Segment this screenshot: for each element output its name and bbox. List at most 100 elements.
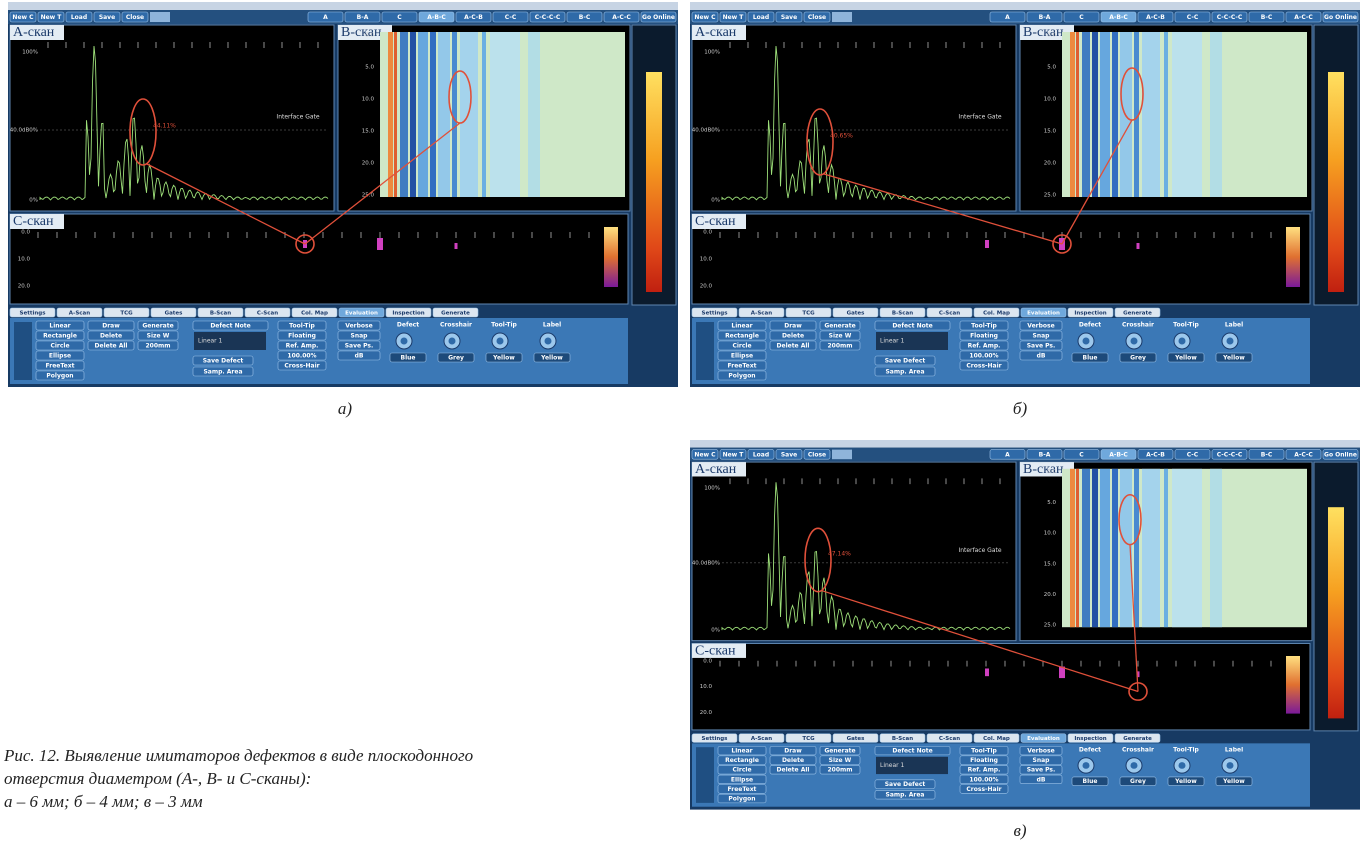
defect-mark (1137, 243, 1140, 249)
axis-label: 10.0 (1044, 97, 1057, 103)
button-label: Col. Map (983, 311, 1010, 317)
axis-label: 10.0 (700, 257, 713, 263)
button-label: Evaluation (1027, 311, 1060, 317)
defect-mark (985, 668, 989, 676)
button-label: Snap (351, 333, 369, 340)
button-label: Ref. Amp. (968, 343, 1001, 350)
stripe (1082, 469, 1090, 627)
button-label: Cross-Hair (284, 363, 319, 370)
button-label: Polygon (46, 373, 73, 380)
axis-label: 100% (704, 486, 720, 492)
a-scan-label: A-скан (13, 25, 55, 40)
button-label: Close (126, 14, 144, 21)
button-label: Verbose (345, 323, 372, 330)
panel-label: а) (338, 399, 353, 418)
stripe (452, 32, 457, 197)
button-label: Save Ps. (1027, 768, 1056, 774)
button-label: New C (694, 14, 716, 21)
button-label: Grey (448, 355, 464, 362)
figure: Рис. 12. Выявление имитаторов дефектов в… (0, 0, 1360, 845)
button-label: 200mm (827, 343, 852, 350)
button-label: A-Scan (69, 311, 90, 317)
knob-title: Tool-Tip (491, 322, 517, 329)
button-label: New C (12, 14, 34, 21)
stripe (528, 32, 540, 197)
axis-label: 10.0 (700, 684, 713, 690)
caption-line: отверстия диаметром (А-, В- и С-сканы): (4, 769, 311, 788)
axis-label: 20.0 (700, 710, 713, 716)
button-label: Settings (20, 311, 47, 317)
knob-center (1179, 762, 1186, 769)
button-label: Generate (142, 323, 173, 330)
button-label: C (1079, 452, 1083, 458)
button-label: C-Scan (939, 311, 960, 317)
button-label: Ellipse (731, 777, 753, 783)
button-label: C-C-C-C (1217, 452, 1242, 458)
stripe (430, 32, 436, 197)
button-label: New C (694, 452, 715, 458)
defect-mark (455, 243, 458, 249)
button-label: Cross-Hair (966, 363, 1001, 370)
button-label: Yellow (540, 355, 563, 362)
knob-title: Label (1225, 748, 1243, 754)
stripe (1112, 32, 1118, 197)
button-label: A-Scan (751, 311, 772, 317)
button-label: A-C-B (1146, 452, 1165, 458)
button-label: C-C-C-C (1217, 14, 1243, 21)
axis-label: 25.0 (1044, 623, 1057, 629)
button-label: Go Online (1324, 452, 1357, 458)
toolbar-slot (832, 12, 852, 22)
button-label: TCG (802, 736, 815, 742)
c-legend (1286, 656, 1300, 714)
button-label: B-Scan (892, 736, 913, 742)
knob-center (401, 338, 408, 345)
button-label: Save Defect (885, 782, 926, 788)
stripe (1164, 469, 1168, 627)
button-label: Evaluation (1027, 736, 1060, 742)
axis-label: 0.0 (21, 230, 30, 236)
button-label: Yellow (1222, 779, 1245, 785)
axis-label: 10.0 (362, 97, 375, 103)
button-label: A-C-B (464, 14, 483, 21)
button-label: Load (71, 14, 87, 21)
button-label: 200mm (827, 768, 852, 774)
button-label: dB (1037, 353, 1046, 360)
button-label: Tool-Tip (971, 749, 997, 755)
button-label: Snap (1033, 758, 1050, 764)
app-screenshot: New CNew TLoadSaveCloseAB-ACA-B-CA-C-BC-… (690, 440, 1360, 810)
button-label: Generate (1123, 311, 1152, 317)
button-label: TCG (120, 311, 133, 317)
c-scan (692, 644, 1310, 730)
stripe (400, 32, 408, 197)
button-label: Draw (784, 749, 802, 755)
stripe (1210, 32, 1222, 197)
toolbar-slot (832, 450, 852, 460)
button-label: Ref. Amp. (286, 343, 319, 350)
knob-title: Crosshair (440, 322, 472, 329)
button-label: C-C (1187, 14, 1199, 21)
axis-label: 5.0 (1047, 500, 1056, 506)
axis-label: 0.0 (1047, 469, 1056, 475)
stripe (1134, 469, 1139, 627)
button-label: Evaluation (345, 311, 378, 317)
knob-title: Crosshair (1122, 322, 1154, 329)
gate-name: Interface Gate (276, 114, 319, 121)
stripe (490, 32, 520, 197)
caption-line: Рис. 12. Выявление имитаторов дефектов в… (3, 746, 473, 765)
button-label: 100.00% (969, 777, 998, 783)
stripe (1076, 32, 1079, 197)
knob-center (1179, 338, 1186, 345)
button-label: dB (1037, 777, 1046, 783)
color-bar (1328, 507, 1344, 718)
button-label: Blue (1083, 355, 1098, 362)
stripe (1142, 469, 1160, 627)
button-label: Defect Note (892, 323, 932, 330)
c-scan-label: C-скан (695, 214, 736, 229)
button-label: Size W (147, 333, 170, 340)
stripe (460, 32, 478, 197)
button-label: C-C-C-C (535, 14, 561, 21)
button-label: Col. Map (301, 311, 328, 317)
button-label: Polygon (728, 797, 755, 803)
a-scan-label: A-скан (695, 25, 737, 40)
button-label: Floating (970, 333, 998, 340)
